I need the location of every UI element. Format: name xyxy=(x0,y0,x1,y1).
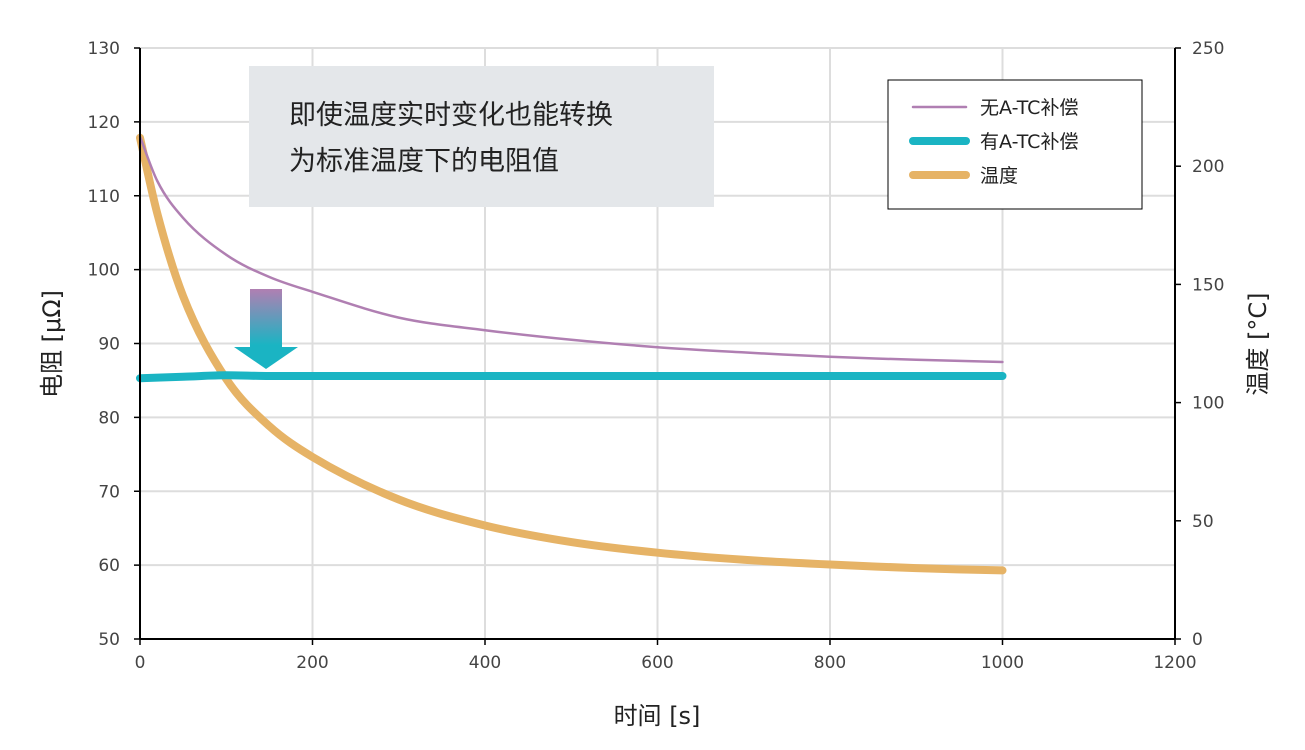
y-tick-label: 90 xyxy=(98,335,120,355)
y-tick-label: 50 xyxy=(98,630,120,650)
y2-tick-label: 100 xyxy=(1192,394,1224,414)
y2-tick-label: 0 xyxy=(1192,630,1203,650)
x-axis-title: 时间 [s] xyxy=(614,702,701,730)
x-tick-label: 400 xyxy=(469,653,501,673)
callout-box xyxy=(249,66,714,207)
y2-axis-title: 温度 [°C] xyxy=(1244,292,1272,395)
y-tick-label: 80 xyxy=(98,408,120,428)
x-tick-label: 1200 xyxy=(1153,653,1196,673)
x-tick-label: 200 xyxy=(296,653,328,673)
ticks: 0 200 400 600 800 1000 12005060708090100110120… xyxy=(88,39,1225,673)
x-tick-label: 0 xyxy=(135,653,146,673)
y2-tick-label: 250 xyxy=(1192,39,1224,59)
callout-line-1: 即使温度实时变化也能转换 xyxy=(289,100,613,131)
compensation-arrow-icon xyxy=(234,289,298,369)
y-tick-label: 70 xyxy=(98,482,120,502)
y2-tick-label: 50 xyxy=(1192,512,1214,532)
y2-tick-label: 200 xyxy=(1192,157,1224,177)
y-tick-label: 60 xyxy=(98,556,120,576)
x-tick-label: 800 xyxy=(814,653,846,673)
series-line-2 xyxy=(136,133,1007,575)
series-line-1 xyxy=(136,371,1007,383)
legend-label: 有A-TC补偿 xyxy=(980,131,1078,153)
callout-line-2: 为标准温度下的电阻值 xyxy=(289,146,559,177)
y-tick-label: 120 xyxy=(88,113,120,133)
y-tick-label: 110 xyxy=(88,187,120,207)
callout: 即使温度实时变化也能转换 为标准温度下的电阻值 xyxy=(249,66,714,207)
x-tick-label: 1000 xyxy=(981,653,1024,673)
x-tick-label: 600 xyxy=(641,653,673,673)
plot-series xyxy=(136,133,1007,575)
y-axis-title: 电阻 [μΩ] xyxy=(38,290,66,398)
series-line-0 xyxy=(138,135,1004,364)
y-tick-label: 130 xyxy=(88,39,120,59)
legend-label: 无A-TC补偿 xyxy=(980,97,1078,119)
y2-tick-label: 150 xyxy=(1192,275,1224,295)
legend-label: 温度 xyxy=(980,165,1018,187)
y-tick-label: 100 xyxy=(88,261,120,281)
